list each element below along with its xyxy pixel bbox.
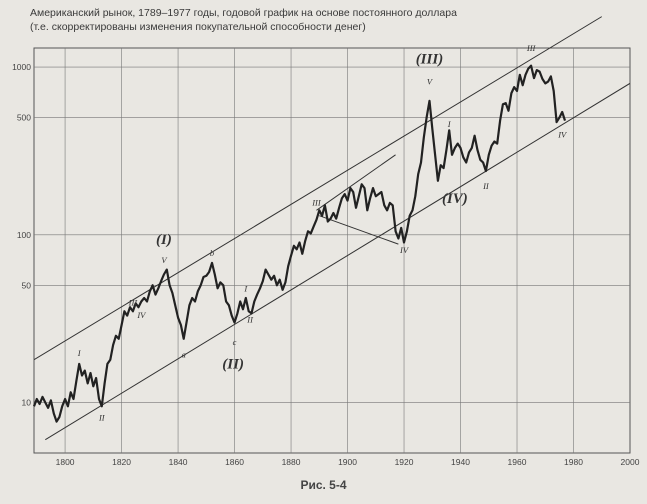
triangle-line	[316, 154, 396, 211]
wave-label: II	[98, 413, 106, 423]
chart-title: Американский рынок, 1789–1977 годы, годо…	[30, 7, 457, 19]
wave-label: (I)	[156, 232, 172, 248]
x-tick-label: 1840	[169, 457, 188, 467]
channel-line	[34, 16, 603, 361]
x-tick-label: 1820	[112, 457, 131, 467]
x-tick-label: 1800	[56, 457, 75, 467]
wave-label: (III)	[416, 52, 444, 68]
wave-label: a	[182, 350, 186, 360]
y-tick-label: 500	[17, 113, 31, 123]
y-tick-label: 50	[22, 280, 32, 290]
wave-label: IV	[136, 310, 147, 320]
x-tick-label: 1900	[338, 457, 357, 467]
series-line	[32, 64, 567, 423]
wave-label: III	[311, 197, 322, 207]
wave-label: IV	[399, 245, 410, 255]
wave-label: I	[243, 283, 248, 293]
wave-label: V	[161, 255, 168, 265]
channel-line	[45, 82, 630, 441]
wave-label: IV	[557, 130, 568, 140]
chart-subtitle: (т.е. скорректированы изменения покупате…	[30, 21, 366, 33]
chart-title-block: Американский рынок, 1789–1977 годы, годо…	[30, 6, 457, 34]
plot-frame	[33, 47, 631, 454]
wave-label: III	[526, 43, 537, 53]
x-tick-label: 1980	[564, 457, 583, 467]
wave-label: (IV)	[442, 191, 468, 207]
y-tick-label: 10	[22, 398, 32, 408]
x-tick-label: 1940	[451, 457, 470, 467]
y-tick-label: 100	[17, 230, 31, 240]
x-tick-label: 1920	[395, 457, 414, 467]
wave-label: II	[482, 181, 490, 191]
wave-label: c	[233, 337, 237, 347]
y-tick-label: 1000	[12, 62, 31, 72]
wave-label: V	[427, 76, 434, 86]
x-tick-label: 1960	[508, 457, 527, 467]
figure-caption: Рис. 5-4	[300, 478, 347, 492]
x-tick-label: 2000	[621, 457, 640, 467]
wave-label: (II)	[222, 356, 244, 372]
wave-label: III	[128, 297, 139, 307]
x-tick-label: 1860	[225, 457, 244, 467]
x-tick-label: 1880	[282, 457, 301, 467]
triangle-line	[319, 215, 399, 245]
wave-label: I	[77, 348, 82, 358]
wave-label: II	[246, 315, 254, 325]
wave-label: b	[210, 248, 214, 258]
wave-label: I	[447, 119, 452, 129]
